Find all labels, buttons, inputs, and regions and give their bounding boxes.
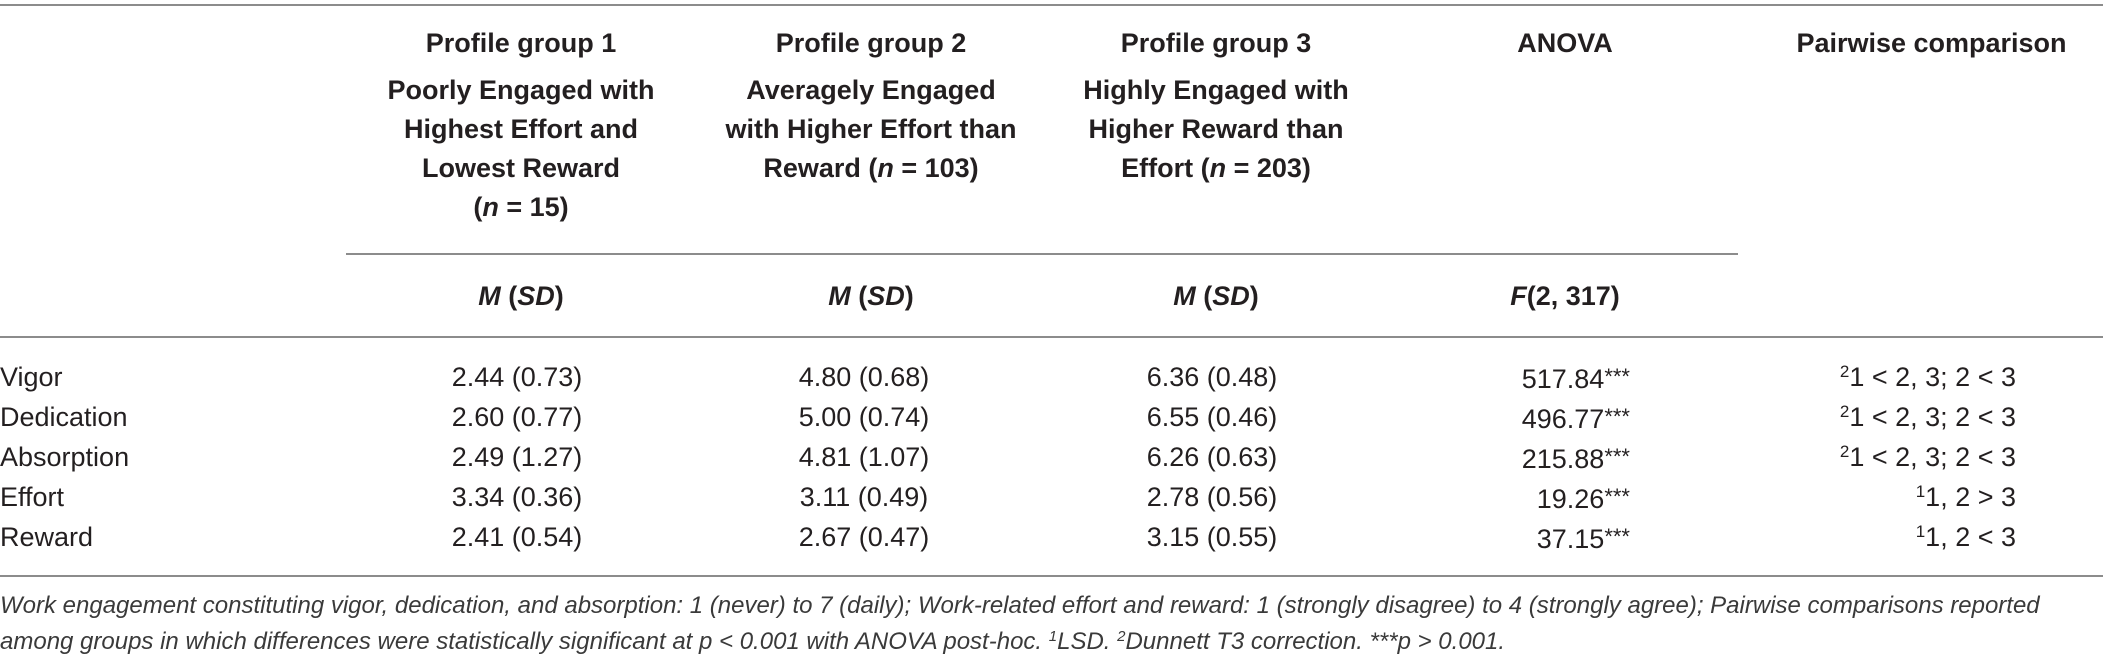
cell-g2: 4.80 (0.68) (798, 362, 930, 392)
group-3-line3: Effort (n = 203) (1121, 153, 1311, 183)
subheader-g1: M (SD) (478, 281, 564, 311)
cell-anova: 37.15*** (1536, 524, 1630, 554)
group-2-line3: Reward (n = 103) (763, 153, 979, 183)
cell-g2: 2.67 (0.47) (798, 522, 930, 552)
cell-pairwise: 11, 2 < 3 (1915, 522, 2016, 552)
cell-g1: 3.34 (0.36) (451, 482, 583, 512)
group-2-line2: with Higher Effort than (725, 114, 1017, 144)
cell-g2: 3.11 (0.49) (799, 482, 929, 512)
cell-g1: 2.60 (0.77) (451, 402, 583, 432)
cell-pairwise: 11, 2 > 3 (1915, 482, 2016, 512)
table-footnote: Work engagement constituting vigor, dedi… (0, 592, 2040, 655)
row-label: Vigor (0, 362, 63, 392)
table-row: Absorption 2.49 (1.27) 4.81 (1.07) 6.26 … (0, 437, 2103, 477)
cell-g3: 6.55 (0.46) (1146, 402, 1278, 432)
header-group-3: Profile group 3 Highly Engaged with High… (1046, 24, 1386, 188)
group-1-line1: Poorly Engaged with (387, 75, 655, 105)
group-1-n: (n = 15) (473, 192, 569, 222)
subheader-g3: M (SD) (1173, 281, 1259, 311)
subheader-anova: F(2, 317) (1510, 281, 1620, 311)
cell-anova: 496.77*** (1521, 404, 1630, 434)
table-header-rule (0, 336, 2103, 338)
cell-pairwise: 21 < 2, 3; 2 < 3 (1839, 402, 2016, 432)
group-2-line1: Averagely Engaged (746, 75, 996, 105)
group-3-line2: Higher Reward than (1088, 114, 1344, 144)
cell-g3: 2.78 (0.56) (1146, 482, 1278, 512)
table-row: Reward 2.41 (0.54) 2.67 (0.47) 3.15 (0.5… (0, 517, 2103, 557)
cell-g3: 3.15 (0.55) (1146, 522, 1278, 552)
row-label: Effort (0, 482, 65, 512)
cell-anova: 215.88*** (1521, 444, 1630, 474)
cell-g1: 2.44 (0.73) (451, 362, 583, 392)
header-group-1: Profile group 1 Poorly Engaged with High… (346, 24, 696, 227)
subheader-g2: M (SD) (828, 281, 914, 311)
header-anova: ANOVA (1517, 28, 1613, 58)
group-1-line3: Lowest Reward (421, 153, 621, 183)
cell-anova: 517.84*** (1521, 364, 1630, 394)
header-sub-rule (346, 253, 1738, 255)
cell-g3: 6.26 (0.63) (1146, 442, 1278, 472)
header-pairwise: Pairwise comparison (1796, 28, 2067, 58)
table-row: Dedication 2.60 (0.77) 5.00 (0.74) 6.55 … (0, 397, 2103, 437)
row-label: Dedication (0, 402, 128, 432)
cell-pairwise: 21 < 2, 3; 2 < 3 (1839, 442, 2016, 472)
cell-g1: 2.41 (0.54) (451, 522, 583, 552)
cell-g3: 6.36 (0.48) (1146, 362, 1278, 392)
cell-anova: 19.26*** (1536, 484, 1630, 514)
cell-g2: 4.81 (1.07) (798, 442, 930, 472)
header-group-2: Profile group 2 Averagely Engaged with H… (696, 24, 1046, 188)
group-2-title: Profile group 2 (775, 28, 967, 58)
table-row: Vigor 2.44 (0.73) 4.80 (0.68) 6.36 (0.48… (0, 357, 2103, 397)
group-1-line2: Highest Effort and (404, 114, 638, 144)
group-3-title: Profile group 3 (1120, 28, 1312, 58)
cell-g2: 5.00 (0.74) (798, 402, 930, 432)
cell-g1: 2.49 (1.27) (451, 442, 583, 472)
table-row: Effort 3.34 (0.36) 3.11 (0.49) 2.78 (0.5… (0, 477, 2103, 517)
row-label: Reward (0, 522, 94, 552)
table-top-rule (0, 4, 2103, 6)
table-bottom-rule (0, 575, 2103, 577)
cell-pairwise: 21 < 2, 3; 2 < 3 (1839, 362, 2016, 392)
group-3-line1: Highly Engaged with (1083, 75, 1349, 105)
row-label: Absorption (0, 442, 130, 472)
group-1-title: Profile group 1 (425, 28, 617, 58)
